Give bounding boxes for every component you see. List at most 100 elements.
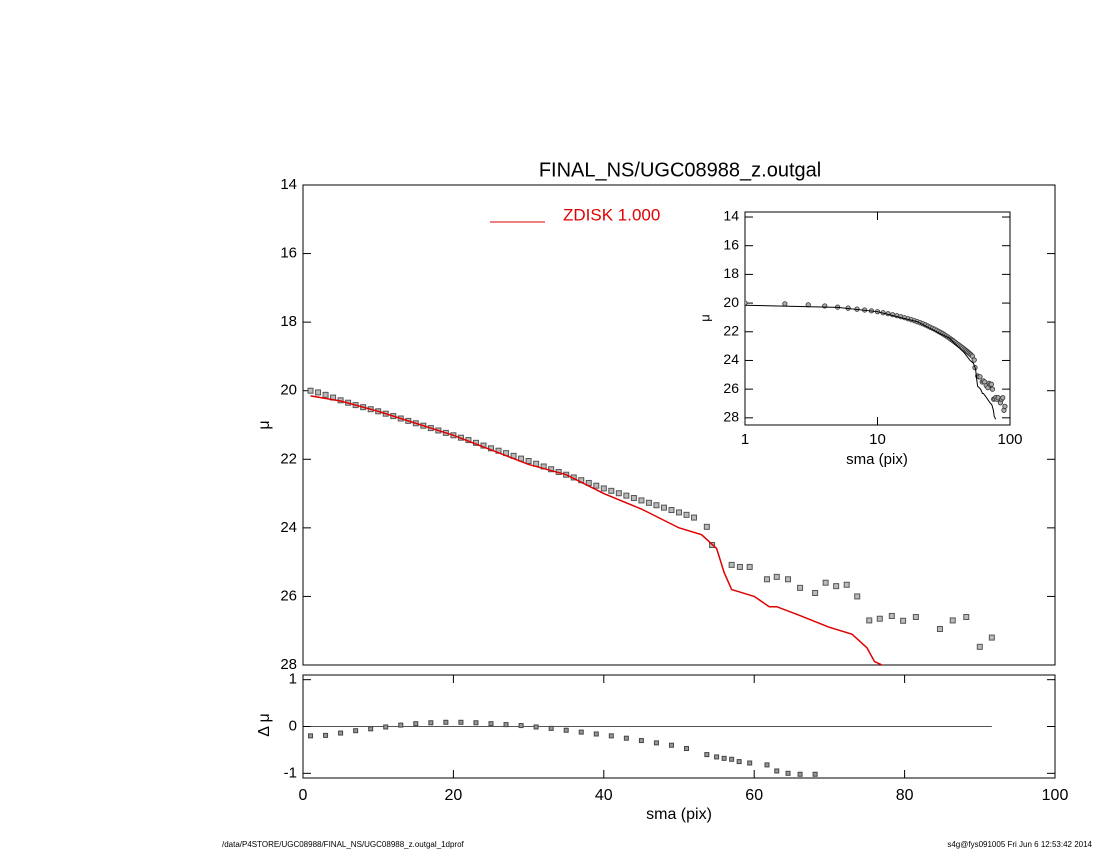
data-point: [307, 387, 314, 394]
y-tick-label: 18: [280, 313, 297, 330]
data-point: [746, 563, 753, 570]
inset-model-line: [745, 304, 997, 420]
y-tick-label: -1: [284, 764, 297, 781]
y-tick-label: 24: [280, 519, 297, 536]
main-data: [307, 387, 995, 665]
footer-right: s4g@fys091005 Fri Jun 6 12:53:42 2014: [947, 840, 1092, 849]
inset-data: [745, 300, 1008, 420]
x-tick-label: 1: [741, 431, 749, 448]
inset-x-axis-label: sma (pix): [846, 451, 908, 468]
residual-point: [593, 731, 599, 737]
inset-point: [782, 301, 788, 307]
residual-point: [714, 754, 720, 760]
data-point: [660, 504, 667, 511]
y-tick-label: 16: [723, 236, 739, 252]
y-tick-label: 28: [723, 409, 739, 425]
chart-title: FINAL_NS/UGC08988_z.outgal: [539, 159, 821, 181]
residual-point: [533, 724, 539, 730]
residual-point: [338, 730, 344, 736]
y-tick-label: 20: [280, 382, 297, 399]
data-point: [843, 581, 850, 588]
x-tick-label: 20: [445, 787, 463, 804]
y-tick-label: 14: [280, 176, 297, 193]
x-tick-label: 100: [1042, 787, 1069, 804]
y-tick-label: 20: [723, 294, 739, 310]
residual-point: [398, 722, 404, 728]
x-tick-label: 100: [997, 431, 1022, 448]
data-point: [703, 523, 710, 530]
y-tick-label: 22: [723, 322, 739, 338]
data-point: [608, 487, 615, 494]
residual-point: [428, 720, 434, 726]
residual-point: [413, 721, 419, 727]
data-point: [668, 507, 675, 514]
y-tick-label: 22: [280, 450, 297, 467]
residual-point: [747, 760, 753, 766]
y-tick-label: 14: [723, 208, 739, 224]
data-point: [728, 561, 735, 568]
residual-point: [729, 756, 735, 762]
residual-point: [383, 724, 389, 730]
residual-point: [721, 755, 727, 761]
residual-point: [518, 723, 524, 729]
data-point: [936, 626, 943, 632]
data-point: [854, 593, 861, 600]
data-point: [683, 511, 690, 518]
inset-y-axis-label: μ: [697, 314, 712, 322]
model-line: [310, 395, 884, 665]
residual-point: [774, 768, 780, 774]
data-point: [630, 495, 637, 502]
data-point: [645, 499, 652, 506]
y-tick-label: 1: [289, 671, 297, 688]
y-tick-label: 26: [280, 587, 297, 604]
data-point: [736, 563, 743, 570]
main-frame: [302, 184, 1056, 666]
residual-point: [764, 762, 770, 768]
y-tick-label: 24: [723, 351, 739, 367]
x-tick-label: 80: [896, 787, 914, 804]
footer-left: /data/P4STORE/UGC08988/FINAL_NS/UGC08988…: [222, 840, 465, 849]
residual-point: [684, 746, 690, 752]
y-tick-label: 26: [723, 380, 739, 396]
residual-point: [473, 720, 479, 726]
data-point: [963, 614, 970, 620]
residual-point: [704, 752, 710, 758]
data-point: [615, 490, 622, 497]
residual-point: [653, 740, 659, 746]
residual-point: [608, 733, 614, 739]
y-axis-label: Δ μ: [256, 713, 273, 736]
y-tick-label: 28: [280, 656, 297, 673]
residual-point: [623, 735, 629, 741]
data-point: [653, 502, 660, 509]
residual-point: [578, 729, 584, 735]
x-tick-label: 0: [299, 787, 308, 804]
data-point: [691, 514, 698, 521]
data-point: [949, 617, 956, 624]
residual-point: [797, 771, 803, 777]
data-point: [763, 576, 770, 583]
x-axis-label: sma (pix): [646, 806, 712, 823]
data-point: [623, 492, 630, 499]
data-point: [833, 583, 840, 590]
residual-point: [488, 721, 494, 727]
residual-point: [458, 719, 464, 725]
data-point: [866, 617, 873, 624]
inset-point: [989, 386, 996, 392]
residual-point: [638, 738, 644, 744]
legend-label: ZDISK 1.000: [563, 205, 660, 224]
inset-point: [988, 381, 994, 387]
residual-point: [668, 742, 674, 748]
data-point: [600, 485, 607, 492]
data-point: [315, 389, 322, 396]
inset-point: [971, 357, 977, 363]
data-point: [912, 614, 919, 620]
data-point: [822, 579, 829, 586]
residual-point: [785, 770, 791, 776]
data-point: [638, 497, 645, 504]
data-point: [773, 573, 780, 580]
residual-point: [323, 732, 329, 738]
y-axis-label: μ: [256, 420, 273, 429]
data-point: [797, 584, 804, 591]
data-point: [812, 590, 819, 596]
data-point: [676, 509, 682, 516]
